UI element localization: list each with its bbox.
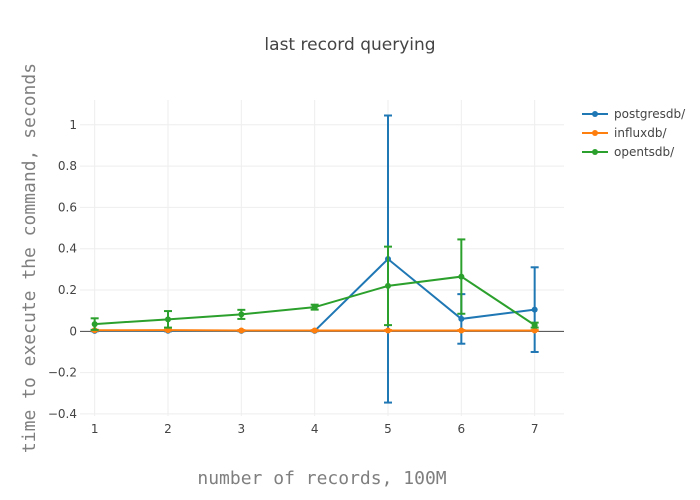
y-tick-label: −0.2 [48,366,77,380]
x-tick-label: 3 [238,422,246,436]
plot-area [80,100,564,416]
data-point [311,304,318,311]
x-tick-label: 7 [531,422,539,436]
x-tick-label: 6 [458,422,466,436]
y-tick-label: 0.4 [58,242,77,256]
x-axis-ticks: 1 2 3 4 5 6 7 [91,422,539,436]
data-point [238,311,245,318]
y-axis-ticks: −0.4 −0.2 0 0.2 0.4 0.6 0.8 1 [48,118,77,421]
data-point [458,315,465,322]
y-tick-label: 0.8 [58,159,77,173]
legend-swatch-marker [592,130,598,136]
legend-swatch-marker [592,149,598,155]
series-opentsdb [90,238,539,331]
legend-item[interactable]: influxdb/ [582,126,667,140]
x-axis-title: number of records, 100M [197,468,446,489]
legend-label: influxdb/ [614,126,667,140]
y-tick-label: −0.4 [48,407,77,421]
y-tick-label: 0 [69,324,77,338]
x-tick-label: 2 [164,422,172,436]
data-point [531,322,538,329]
x-tick-label: 4 [311,422,319,436]
data-point [458,273,465,280]
data-point [165,316,171,323]
chart-title: last record querying [264,35,435,55]
x-tick-label: 5 [384,422,392,436]
y-axis-title: time to execute the command, seconds [19,63,40,453]
data-point [458,327,465,334]
data-point [91,321,98,328]
data-point [238,327,245,334]
legend-label: postgresdb/ [614,107,686,121]
y-tick-label: 0.2 [58,283,77,297]
data-point [531,327,538,334]
series-influxdb [90,327,539,334]
y-tick-label: 0.6 [58,200,77,214]
data-point [385,282,391,289]
legend: postgresdb/influxdb/opentsdb/ [582,107,686,159]
data-point [311,327,318,334]
data-point [385,327,391,334]
series-layer [90,114,539,404]
legend-item[interactable]: opentsdb/ [582,145,675,159]
y-tick-label: 1 [69,118,77,132]
x-tick-label: 1 [91,422,99,436]
legend-swatch-marker [592,111,598,117]
legend-label: opentsdb/ [614,145,675,159]
data-point [531,306,538,313]
legend-item[interactable]: postgresdb/ [582,107,686,121]
